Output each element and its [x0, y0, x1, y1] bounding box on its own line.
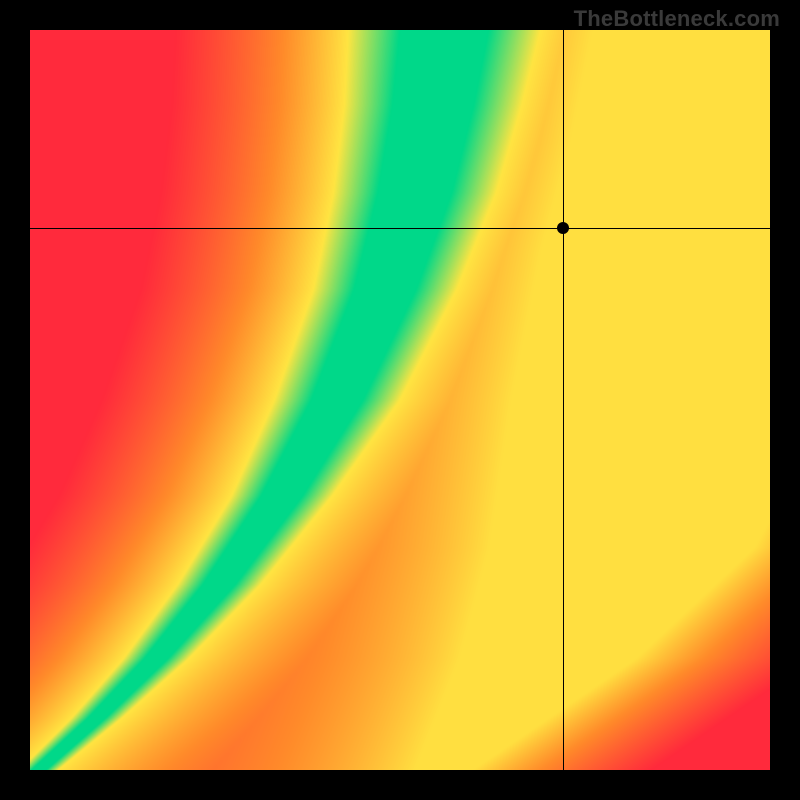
- crosshair-horizontal: [30, 228, 770, 229]
- watermark-text: TheBottleneck.com: [574, 6, 780, 32]
- heatmap-plot: [30, 30, 770, 770]
- chart-frame: TheBottleneck.com: [0, 0, 800, 800]
- crosshair-marker: [557, 222, 569, 234]
- crosshair-vertical: [563, 30, 564, 770]
- heatmap-canvas: [30, 30, 770, 770]
